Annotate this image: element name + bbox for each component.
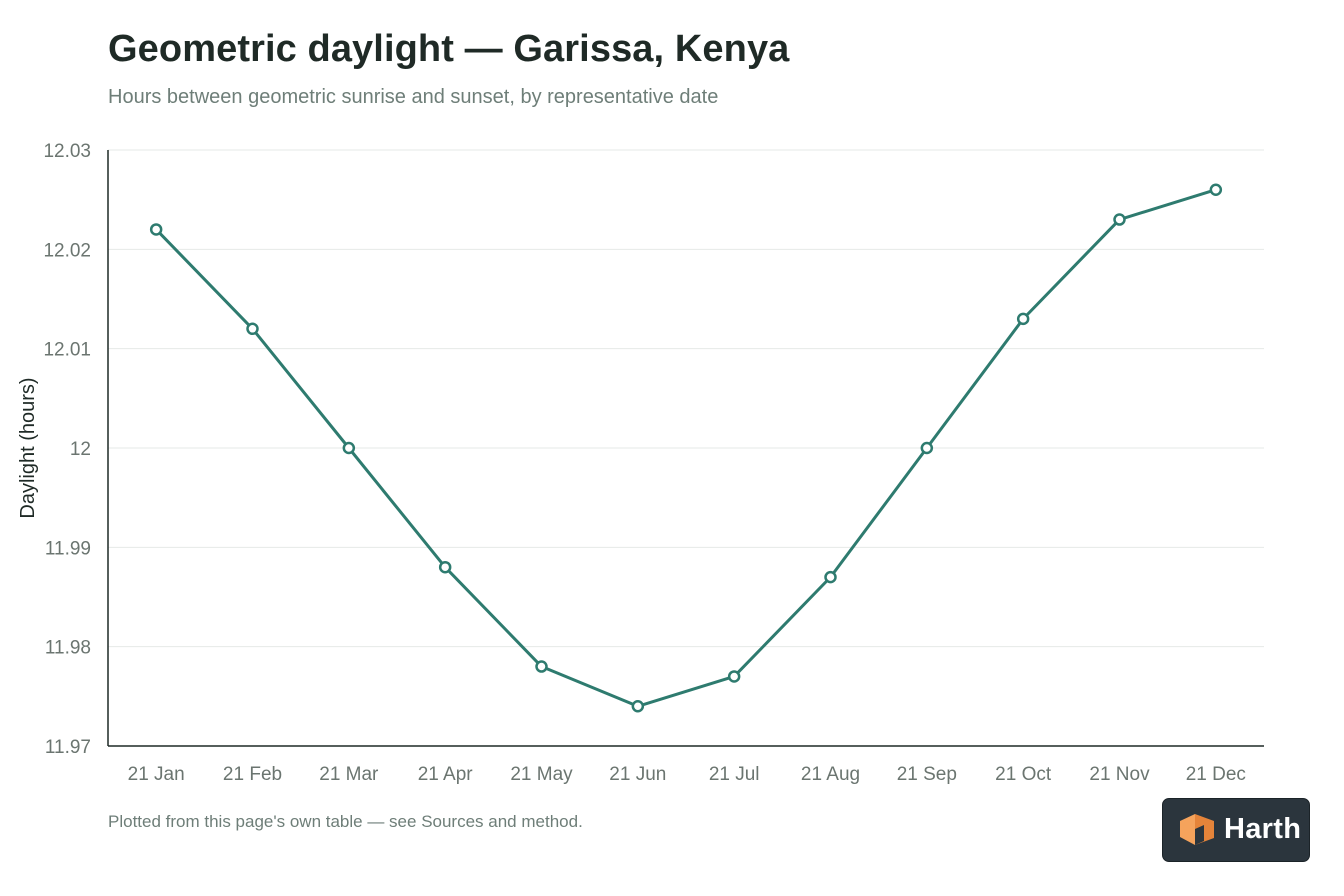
brand-badge[interactable]: Harth: [1162, 798, 1310, 862]
data-point[interactable]: [920, 441, 934, 455]
data-points: [149, 183, 1223, 713]
x-tick-label: 21 Jan: [128, 764, 185, 785]
x-tick-label: 21 May: [510, 764, 573, 785]
data-point[interactable]: [631, 700, 645, 713]
x-tick-label: 21 Dec: [1186, 764, 1246, 785]
data-point[interactable]: [535, 660, 548, 673]
y-tick-label: 11.97: [45, 737, 91, 758]
data-point[interactable]: [438, 560, 452, 574]
data-point[interactable]: [149, 223, 163, 236]
x-tick-label: 21 Oct: [995, 764, 1052, 785]
x-tick-label: 21 Aug: [801, 764, 860, 785]
cube-logo-icon: [1180, 814, 1214, 845]
x-tick-label: 21 Feb: [223, 764, 282, 785]
chart-subtitle: Hours between geometric sunrise and suns…: [108, 86, 719, 108]
x-tick-label: 21 Nov: [1089, 764, 1150, 785]
footnote: Plotted from this page's own table — see…: [108, 812, 583, 831]
x-axis-tick-labels: 21 Jan 21 Feb 21 Mar 21 Apr 21 May 21 Jun 21 J…: [128, 764, 1246, 785]
y-tick-label: 11.98: [45, 638, 91, 659]
y-axis-title: Daylight (hours): [17, 377, 39, 518]
x-tick-label: 21 Mar: [319, 764, 379, 785]
series-line: [154, 188, 1218, 708]
y-tick-label: 12: [70, 439, 91, 460]
data-point[interactable]: [824, 570, 837, 584]
data-point[interactable]: [1016, 312, 1030, 326]
x-tick-label: 21 Jul: [709, 764, 760, 785]
data-point[interactable]: [342, 441, 356, 455]
y-tick-label: 12.03: [43, 141, 91, 162]
y-tick-label: 12.01: [43, 340, 91, 361]
y-tick-label: 12.02: [43, 240, 91, 261]
data-point[interactable]: [727, 670, 741, 683]
y-axis-tick-labels: 11.97 11.98 11.99 12 12.01 12.02 12.03: [43, 141, 91, 758]
data-point[interactable]: [246, 322, 259, 336]
chart-title: Geometric daylight — Garissa, Kenya: [108, 28, 790, 70]
x-tick-label: 21 Apr: [418, 764, 474, 785]
x-tick-label: 21 Sep: [897, 764, 957, 785]
gridlines: [108, 149, 1264, 648]
y-tick-label: 11.99: [45, 538, 91, 559]
x-tick-label: 21 Jun: [609, 764, 666, 785]
data-point[interactable]: [1113, 213, 1126, 226]
data-point[interactable]: [1209, 183, 1223, 196]
brand-name: Harth: [1224, 813, 1302, 845]
